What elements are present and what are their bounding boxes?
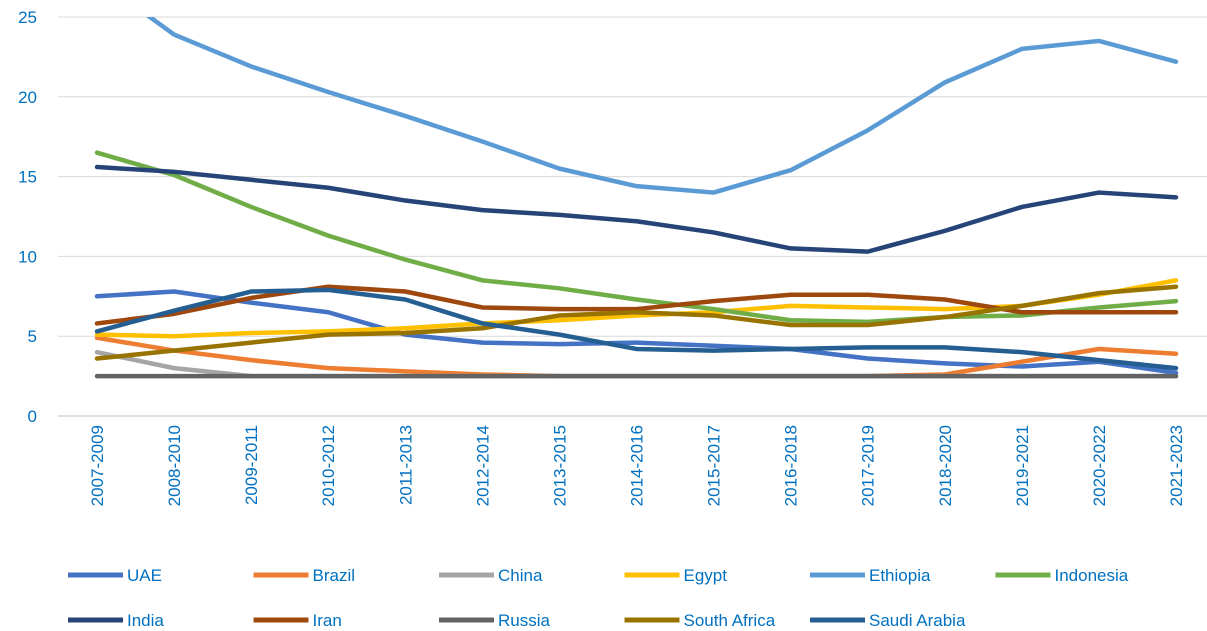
- x-tick-label: 2016-2018: [782, 425, 801, 506]
- x-tick-label: 2013-2015: [550, 425, 569, 506]
- line-series: [94, 150, 1179, 325]
- y-tick-label: 0: [28, 407, 37, 426]
- x-tick-label: 2009-2011: [242, 425, 261, 505]
- legend-label: Russia: [498, 611, 551, 630]
- legend-label: Ethiopia: [869, 566, 931, 585]
- legend-label: Iran: [313, 611, 342, 630]
- legend-label: Saudi Arabia: [869, 611, 966, 630]
- x-tick-label: 2019-2021: [1013, 425, 1032, 506]
- y-tick-label: 5: [28, 327, 37, 346]
- legend-label: South Africa: [684, 611, 776, 630]
- x-tick-label: 2021-2023: [1167, 425, 1186, 506]
- y-tick-label: 15: [18, 168, 37, 187]
- line-series: [94, 287, 1179, 371]
- legend-label: Indonesia: [1055, 566, 1129, 585]
- x-tick-label: 2014-2016: [628, 425, 647, 506]
- line-series: [94, 284, 1179, 361]
- line-series: [146, 17, 1179, 195]
- x-tick-label: 2011-2013: [396, 425, 415, 505]
- legend-label: Egypt: [684, 566, 728, 585]
- y-tick-label: 20: [18, 88, 37, 107]
- x-tick-label: 2015-2017: [705, 425, 724, 506]
- x-tick-label: 2020-2022: [1090, 425, 1109, 506]
- legend-label: Brazil: [313, 566, 356, 585]
- x-tick-label: 2018-2020: [936, 425, 955, 506]
- plot-area: [94, 17, 1179, 379]
- y-tick-label: 25: [18, 8, 37, 27]
- legend-label: UAE: [127, 566, 162, 585]
- line-series: [94, 164, 1179, 254]
- x-tick-label: 2017-2019: [859, 425, 878, 506]
- legend-label: China: [498, 566, 543, 585]
- x-tick-label: 2008-2010: [165, 425, 184, 506]
- y-tick-label: 10: [18, 247, 37, 266]
- legend-label: India: [127, 611, 164, 630]
- x-tick-label: 2012-2014: [473, 425, 492, 506]
- x-tick-label: 2007-2009: [88, 425, 107, 506]
- x-tick-label: 2010-2012: [319, 425, 338, 506]
